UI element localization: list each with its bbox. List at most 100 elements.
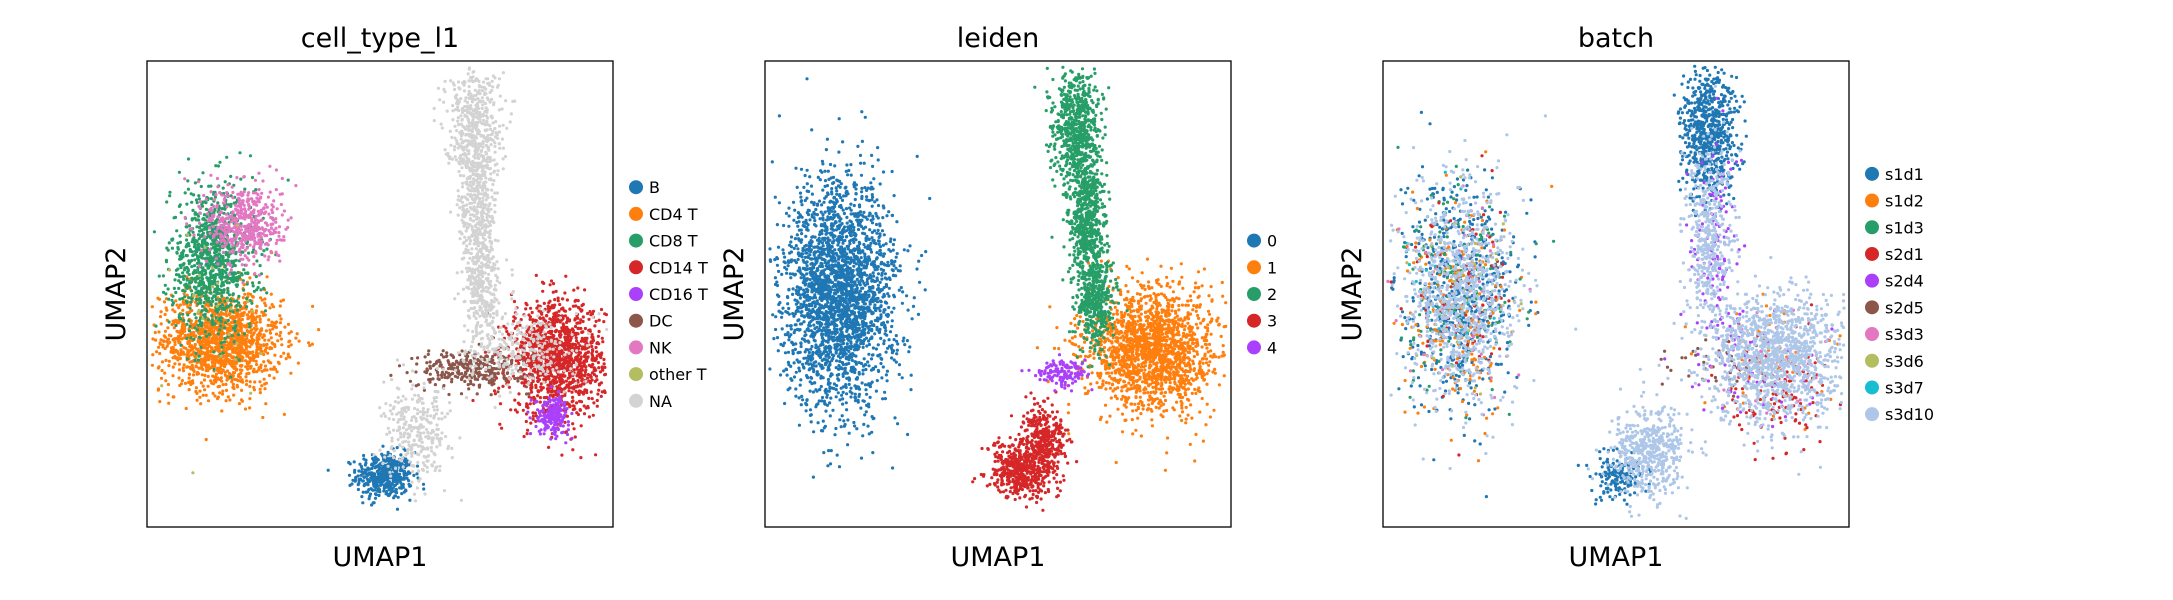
data-point — [272, 199, 276, 203]
data-point — [186, 380, 191, 384]
data-point — [192, 369, 196, 373]
data-point — [359, 464, 363, 469]
data-point — [265, 275, 269, 279]
data-point — [239, 177, 243, 181]
data-point — [230, 277, 234, 281]
data-point — [254, 274, 258, 279]
data-point — [247, 258, 251, 262]
data-point — [598, 370, 603, 374]
data-point — [167, 241, 171, 245]
data-point — [279, 330, 283, 335]
data-point — [231, 190, 235, 195]
data-point — [248, 154, 253, 158]
data-point — [262, 377, 266, 381]
data-point — [182, 363, 186, 367]
data-point — [177, 368, 182, 372]
data-point — [279, 337, 283, 341]
data-point — [223, 194, 227, 198]
data-point — [254, 341, 259, 346]
data-point — [567, 402, 571, 406]
data-point — [353, 468, 357, 472]
data-point — [576, 321, 580, 325]
data-point — [214, 256, 218, 260]
data-point — [392, 477, 397, 481]
data-point — [255, 362, 259, 367]
data-point — [450, 380, 454, 384]
data-point — [183, 266, 187, 270]
data-point — [224, 382, 228, 386]
data-point — [262, 286, 266, 290]
data-point — [546, 390, 550, 394]
data-point — [263, 301, 267, 305]
data-point — [596, 392, 600, 396]
data-point — [587, 363, 591, 367]
data-point — [580, 347, 584, 351]
data-point — [286, 322, 291, 326]
data-point — [560, 418, 565, 422]
data-point — [195, 261, 199, 265]
data-point — [408, 498, 412, 502]
data-point — [198, 395, 202, 399]
data-point — [242, 332, 247, 336]
data-point — [252, 385, 256, 390]
data-point — [402, 477, 406, 481]
data-point — [273, 324, 277, 329]
data-point — [268, 346, 272, 350]
data-point — [350, 482, 354, 486]
data-point — [248, 276, 252, 280]
data-point — [524, 307, 528, 311]
data-point — [279, 317, 283, 321]
data-point — [536, 394, 540, 398]
data-point — [564, 379, 569, 383]
data-point — [226, 395, 230, 399]
data-point — [224, 399, 228, 403]
data-point — [246, 329, 250, 333]
data-point — [204, 271, 208, 275]
data-point — [592, 369, 597, 373]
data-point — [211, 225, 215, 229]
data-point — [534, 344, 538, 348]
data-point — [215, 176, 220, 181]
data-point — [582, 362, 586, 366]
data-point — [528, 402, 532, 406]
data-point — [266, 243, 270, 247]
data-point — [199, 282, 203, 286]
data-point — [590, 344, 594, 349]
data-point — [456, 365, 460, 369]
data-point — [185, 278, 189, 282]
data-point — [201, 367, 205, 371]
series-B — [326, 444, 426, 511]
data-point — [364, 482, 368, 486]
data-point — [167, 297, 171, 301]
data-point — [250, 301, 254, 305]
data-point — [259, 328, 263, 333]
data-point — [540, 387, 544, 391]
data-point — [579, 357, 583, 361]
data-point — [221, 368, 225, 372]
data-point — [381, 444, 385, 448]
data-point — [578, 375, 582, 379]
data-point — [528, 432, 533, 436]
data-point — [243, 217, 247, 221]
data-point — [561, 297, 565, 301]
data-point — [326, 468, 330, 472]
data-point — [206, 318, 210, 322]
data-point — [204, 308, 208, 312]
data-point — [440, 375, 444, 379]
data-point — [588, 328, 592, 332]
data-point — [166, 287, 170, 291]
data-point — [184, 346, 188, 350]
data-point — [280, 343, 284, 347]
data-point — [229, 298, 233, 303]
data-point — [379, 476, 383, 480]
data-point — [472, 383, 476, 387]
data-point — [548, 400, 552, 404]
data-point — [223, 365, 227, 369]
data-point — [440, 370, 444, 374]
data-point — [565, 320, 569, 325]
data-point — [247, 310, 251, 314]
data-point — [549, 331, 553, 335]
data-point — [217, 349, 221, 353]
data-point — [198, 200, 202, 204]
data-point — [516, 376, 520, 380]
